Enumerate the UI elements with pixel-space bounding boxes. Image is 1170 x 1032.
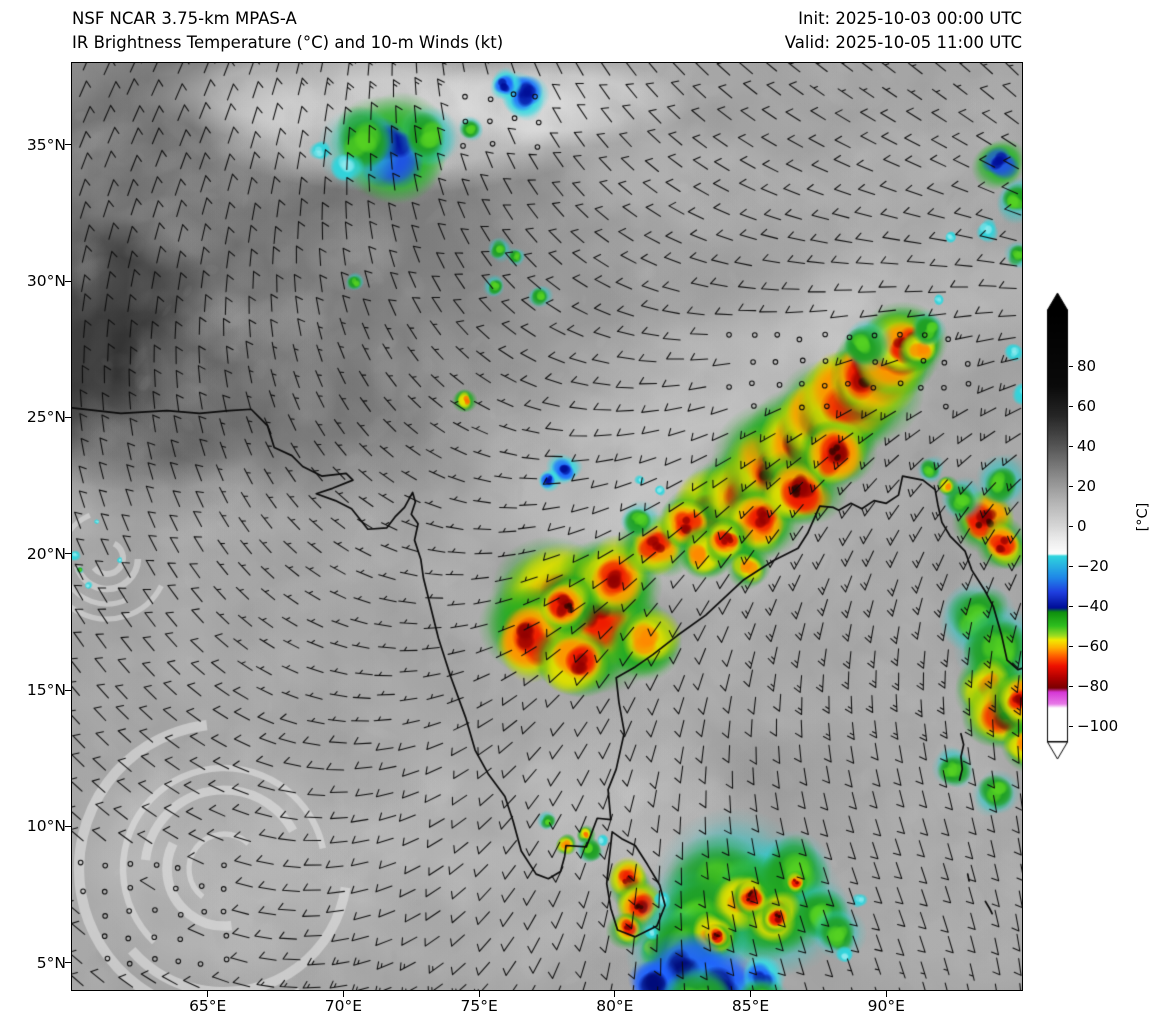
lat-tick-mark bbox=[65, 553, 71, 555]
lat-tick-mark bbox=[65, 962, 71, 964]
colorbar-tick-mark bbox=[1069, 605, 1073, 607]
lon-tick-label: 75°E bbox=[460, 997, 498, 1015]
lat-tick-mark bbox=[65, 280, 71, 282]
colorbar-tick-mark bbox=[1069, 485, 1073, 487]
colorbar-tick-mark bbox=[1069, 445, 1073, 447]
header-left: NSF NCAR 3.75-km MPAS-A IR Brightness Te… bbox=[72, 7, 503, 55]
colorbar-tick-label: 0 bbox=[1077, 517, 1087, 535]
lon-tick-mark bbox=[614, 991, 616, 997]
colorbar-tick-label: −80 bbox=[1077, 677, 1109, 695]
map-canvas bbox=[72, 63, 1022, 990]
colorbar-tick-label: 60 bbox=[1077, 397, 1097, 415]
map-plot-area bbox=[72, 63, 1022, 990]
lon-tick-mark bbox=[750, 991, 752, 997]
lat-tick-label: 25°N bbox=[26, 408, 66, 427]
lat-tick-mark bbox=[65, 416, 71, 418]
lat-tick-label: 5°N bbox=[36, 953, 66, 972]
lat-tick-mark bbox=[65, 689, 71, 691]
lon-tick-label: 70°E bbox=[324, 997, 363, 1015]
colorbar-tick-label: −20 bbox=[1077, 557, 1109, 575]
plot-subtitle: IR Brightness Temperature (°C) and 10-m … bbox=[72, 33, 504, 52]
colorbar-tick-label: 40 bbox=[1077, 437, 1097, 455]
lon-tick-label: 90°E bbox=[867, 997, 905, 1015]
colorbar-tick-mark bbox=[1069, 365, 1073, 367]
header-right: Init: 2025-10-03 00:00 UTC Valid: 2025-1… bbox=[785, 7, 1022, 55]
colorbar-tick-label: −60 bbox=[1077, 637, 1109, 655]
lat-tick-label: 10°N bbox=[26, 817, 66, 836]
lon-tick-label: 65°E bbox=[189, 997, 227, 1015]
lat-tick-mark bbox=[65, 144, 71, 146]
lon-tick-label: 80°E bbox=[596, 997, 634, 1015]
colorbar-tick-mark bbox=[1069, 405, 1073, 407]
lat-tick-mark bbox=[65, 825, 71, 827]
colorbar-tick-label: 20 bbox=[1077, 477, 1097, 495]
colorbar-tick-mark bbox=[1069, 525, 1073, 527]
lon-tick-label: 85°E bbox=[731, 997, 770, 1015]
colorbar-tick-mark bbox=[1069, 685, 1073, 687]
colorbar-tick-label: 80 bbox=[1077, 357, 1097, 375]
lon-tick-mark bbox=[207, 991, 209, 997]
lat-tick-label: 15°N bbox=[26, 681, 66, 700]
lat-tick-label: 35°N bbox=[26, 135, 66, 154]
model-title: NSF NCAR 3.75-km MPAS-A bbox=[72, 9, 297, 28]
valid-time: Valid: 2025-10-05 11:00 UTC bbox=[784, 33, 1022, 52]
init-time: Init: 2025-10-03 00:00 UTC bbox=[798, 9, 1022, 28]
colorbar bbox=[1046, 292, 1069, 760]
lon-tick-mark bbox=[478, 991, 480, 997]
colorbar-tick-label: −40 bbox=[1077, 597, 1109, 615]
lon-tick-mark bbox=[885, 991, 887, 997]
colorbar-tick-mark bbox=[1069, 645, 1073, 647]
lat-tick-label: 20°N bbox=[26, 544, 66, 563]
lon-tick-mark bbox=[342, 991, 344, 997]
colorbar-tick-label: −100 bbox=[1077, 717, 1119, 735]
colorbar-tick-mark bbox=[1069, 565, 1073, 567]
lat-tick-label: 30°N bbox=[26, 272, 66, 291]
colorbar-unit-label: [°C] bbox=[1135, 502, 1151, 532]
colorbar-tick-mark bbox=[1069, 725, 1073, 727]
